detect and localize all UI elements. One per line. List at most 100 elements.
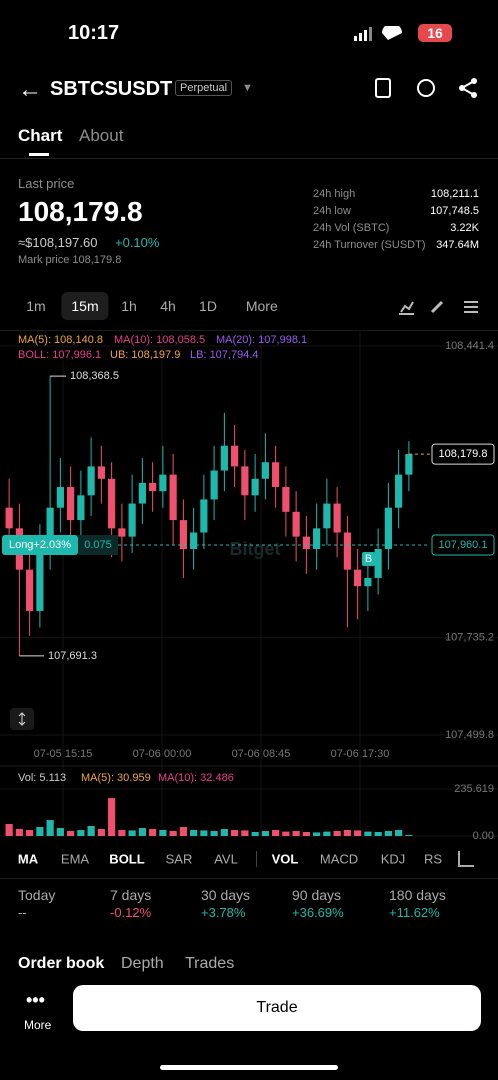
watermark: Bitget xyxy=(230,539,281,559)
trade-button[interactable]: Trade xyxy=(73,985,481,1031)
candle-body xyxy=(374,549,382,578)
indicator[interactable]: SAR xyxy=(165,851,193,867)
candle-body xyxy=(272,462,280,488)
price-label: Last price xyxy=(18,176,75,191)
interval[interactable]: More xyxy=(245,298,278,314)
volume-bar xyxy=(67,831,75,836)
interval[interactable]: 1h xyxy=(121,298,137,314)
high-label: 108,368.5 xyxy=(70,370,119,382)
indicator[interactable]: BOLL xyxy=(109,851,145,867)
candle-body xyxy=(364,577,372,587)
divider xyxy=(0,330,498,331)
ma-legend: MA(20): 107,998.1 xyxy=(216,334,308,346)
volume-bar xyxy=(77,830,85,836)
position-price: 107,960.1 xyxy=(439,539,488,551)
candle-body xyxy=(313,528,321,550)
period: 7 days xyxy=(110,887,152,903)
divider xyxy=(0,158,498,159)
candle-body xyxy=(128,503,136,537)
candle-body xyxy=(405,454,413,475)
position-size-tag xyxy=(78,535,118,555)
candle-body xyxy=(138,482,146,504)
volume-bar xyxy=(395,830,403,836)
interval[interactable]: 1D xyxy=(199,298,217,314)
indicator[interactable]: MA xyxy=(17,851,39,867)
period: Today xyxy=(18,887,56,903)
indicator[interactable]: RS xyxy=(423,851,443,867)
volume-bar xyxy=(343,830,351,836)
volume-bar xyxy=(149,829,157,836)
candle-body xyxy=(46,507,54,550)
book-tab[interactable]: Depth xyxy=(121,955,164,972)
boll-legend: BOLL: 107,996.1 xyxy=(18,349,102,361)
volume-bar xyxy=(108,798,116,836)
indicator-settings[interactable] xyxy=(458,851,474,867)
candle-body xyxy=(159,474,167,492)
interval[interactable]: 1m xyxy=(26,298,46,314)
volume-bar xyxy=(87,826,95,836)
y-tick-label: 235.619 xyxy=(454,783,494,795)
mark-price: Mark price 108,179.8 xyxy=(18,254,122,266)
stat-value: 347.64M xyxy=(436,239,479,251)
volume-bar xyxy=(190,830,198,836)
y-tick-label: 107,735.2 xyxy=(445,632,494,644)
more[interactable]: More xyxy=(24,1018,52,1032)
approx: ≈$108,197.60 xyxy=(18,235,98,250)
book-tab[interactable]: Trades xyxy=(185,955,235,972)
divider xyxy=(0,878,498,879)
y-tick-label: 107,499.8 xyxy=(445,729,494,741)
candle-body xyxy=(108,478,116,529)
more-icon[interactable]: ••• xyxy=(26,990,45,1010)
boll-legend: LB: 107,794.4 xyxy=(190,349,259,361)
tab[interactable]: About xyxy=(79,126,124,145)
volume-bar xyxy=(354,830,362,836)
indicator[interactable]: VOL xyxy=(271,851,299,867)
volume-bar xyxy=(200,830,208,836)
interval[interactable]: 4h xyxy=(160,298,176,314)
buy-marker-label: B xyxy=(365,553,372,565)
back[interactable]: ← xyxy=(18,76,42,103)
y-tick-label: 0.00 xyxy=(473,830,494,842)
tab[interactable]: Chart xyxy=(18,126,63,145)
book-tab[interactable]: Order book xyxy=(18,955,105,972)
vol-ma10: MA(10): 32.486 xyxy=(158,772,234,784)
candle-body xyxy=(67,487,75,521)
indicator[interactable]: KDJ xyxy=(380,851,406,867)
volume-bar xyxy=(15,829,23,836)
volume-bar xyxy=(159,830,167,836)
candle-body xyxy=(333,503,341,533)
position-label: Long+2.03% xyxy=(9,539,71,551)
indicator[interactable]: EMA xyxy=(60,851,90,867)
stat-value: 3.22K xyxy=(450,222,479,234)
candle-body xyxy=(220,445,228,471)
interval[interactable]: 15m xyxy=(61,292,109,320)
candle-body xyxy=(26,569,34,611)
candle-body xyxy=(292,511,300,537)
clock: 10:17 xyxy=(68,22,120,44)
candle-body xyxy=(190,532,198,550)
current-label: 108,179.8 xyxy=(439,448,488,460)
expand-icon xyxy=(18,712,26,726)
stat-value: 107,748.5 xyxy=(430,205,479,217)
indicator[interactable]: MACD xyxy=(319,851,359,867)
indicator[interactable]: AVL xyxy=(214,851,238,867)
candle-body xyxy=(231,445,239,467)
dropdown[interactable]: ▼ xyxy=(242,82,253,94)
volume-bar xyxy=(36,827,44,836)
boll-legend: UB: 108,197.9 xyxy=(110,349,181,361)
volume-bar xyxy=(220,829,228,836)
candle-body xyxy=(323,503,331,529)
x-tick-label: 07-06 08:45 xyxy=(232,748,291,760)
volume-bar xyxy=(231,830,239,836)
indicator-sep xyxy=(256,851,257,867)
period: 180 days xyxy=(389,887,446,903)
chart: 108,441.4 107,735.2 107,499.8 07-05 15:15 07… xyxy=(0,330,498,842)
volume-bar xyxy=(56,828,64,836)
candle-body xyxy=(241,466,249,496)
period-change: +36.69% xyxy=(292,905,344,920)
volume-bar xyxy=(128,830,136,836)
symbol[interactable]: SBTCSUSDT xyxy=(50,78,173,100)
volume-bar xyxy=(138,828,146,836)
volume-bar xyxy=(384,831,392,836)
